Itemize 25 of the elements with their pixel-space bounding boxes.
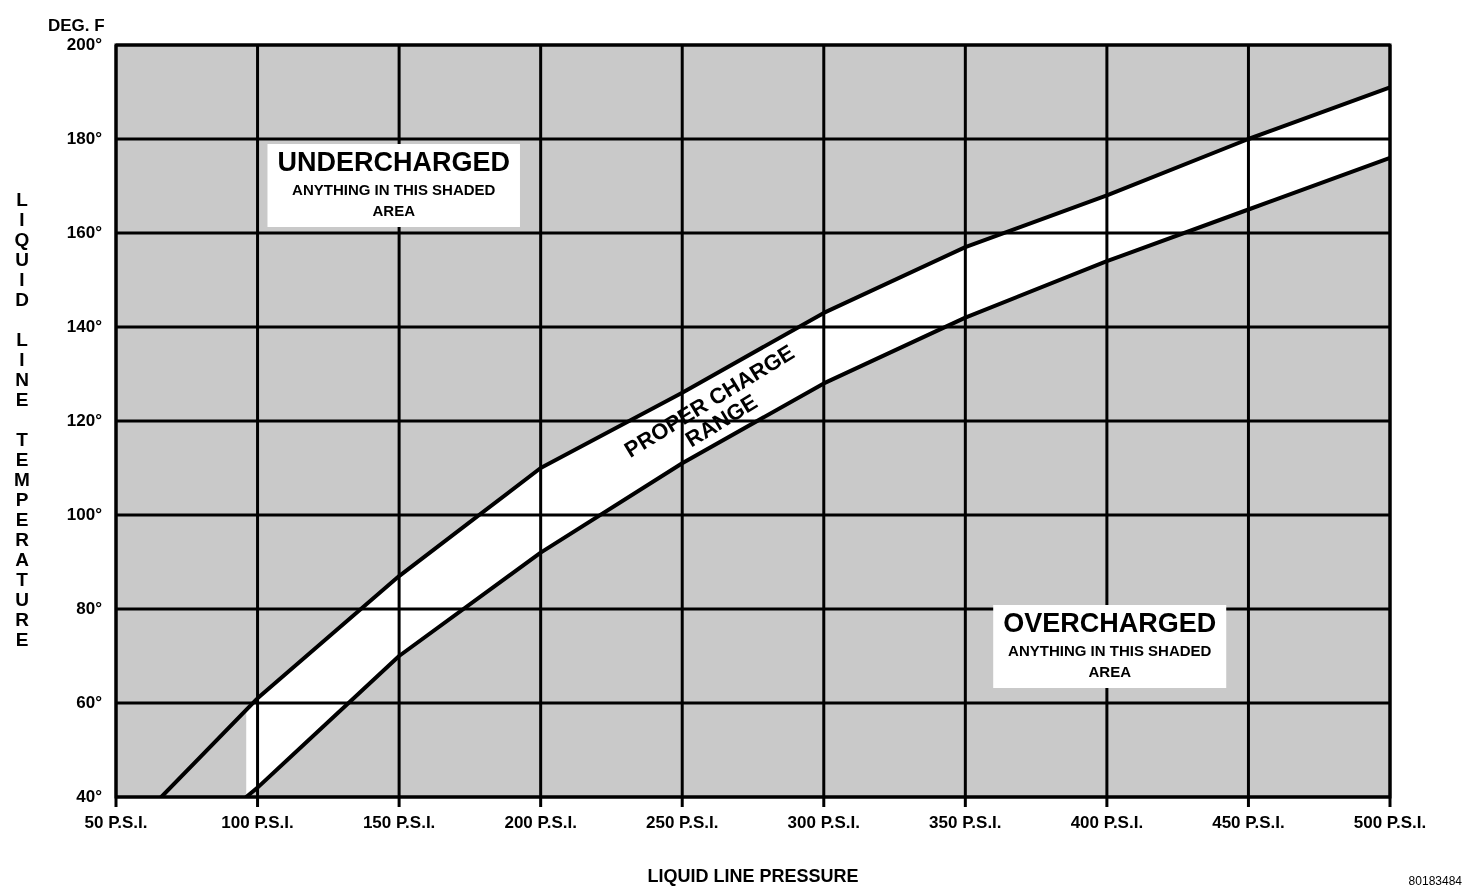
- y-tick-label: 180°: [66, 128, 103, 148]
- x-tick-label: 350 P.S.I.: [929, 812, 1002, 832]
- y-tick-label: 40°: [76, 786, 103, 806]
- text: DEG. F: [48, 16, 105, 36]
- y-tick-label: 60°: [76, 692, 103, 712]
- x-tick-label: 150 P.S.I.: [362, 812, 436, 832]
- text: 80183484: [1408, 874, 1463, 889]
- x-tick-label: 200 P.S.I.: [504, 812, 577, 832]
- x-tick-label: 100 P.S.I.: [221, 812, 294, 832]
- annotation: OVERCHARGED ANYTHING IN THIS SHADED AREA: [1003, 608, 1217, 680]
- y-tick-label: 80°: [76, 598, 103, 618]
- x-axis-title: LIQUID LINE PRESSURE: [647, 866, 859, 887]
- y-tick-label: 200°: [66, 34, 103, 54]
- x-tick-label: 250 P.S.I.: [645, 812, 719, 832]
- y-tick-label: 140°: [66, 316, 103, 336]
- x-tick-label: 300 P.S.I.: [787, 812, 861, 832]
- x-tick-label: 450 P.S.I.: [1212, 812, 1285, 832]
- text: LIQUID LINE TEMPERATURE: [14, 189, 30, 651]
- annotation: UNDERCHARGED ANYTHING IN THIS SHADED AREA: [277, 147, 510, 219]
- y-tick-label: 160°: [66, 222, 103, 242]
- x-tick-label: 500 P.S.I.: [1353, 812, 1427, 832]
- x-tick-label: 50 P.S.I.: [84, 812, 148, 832]
- y-tick-label: 120°: [66, 410, 103, 430]
- y-tick-label: 100°: [66, 504, 103, 524]
- x-tick-label: 400 P.S.I.: [1070, 812, 1144, 832]
